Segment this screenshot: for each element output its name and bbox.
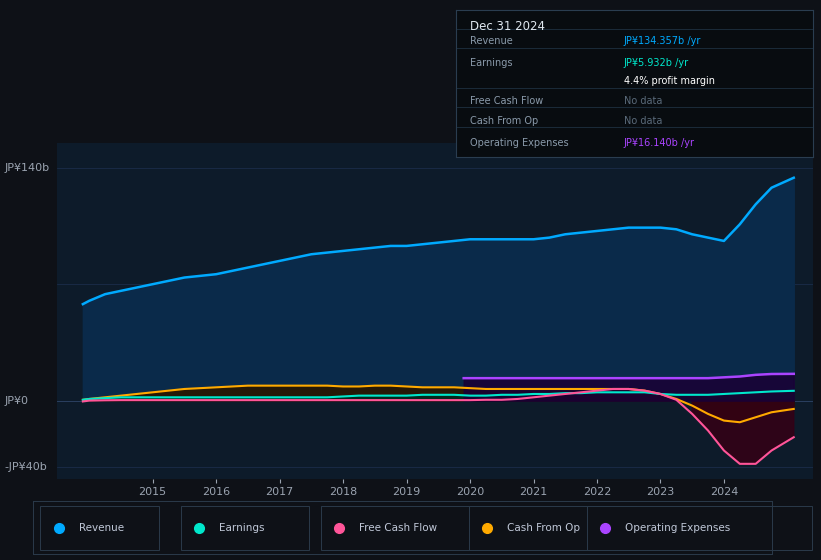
Text: No data: No data (623, 115, 662, 125)
FancyBboxPatch shape (181, 506, 310, 550)
Text: Dec 31 2024: Dec 31 2024 (470, 20, 545, 33)
Text: Operating Expenses: Operating Expenses (470, 138, 569, 148)
FancyBboxPatch shape (321, 506, 507, 550)
FancyBboxPatch shape (469, 506, 635, 550)
Text: Cash From Op: Cash From Op (507, 523, 580, 533)
Text: Cash From Op: Cash From Op (470, 115, 539, 125)
Text: 4.4% profit margin: 4.4% profit margin (623, 76, 714, 86)
Text: JP¥16.140b /yr: JP¥16.140b /yr (623, 138, 695, 148)
Text: Revenue: Revenue (470, 36, 512, 46)
Text: Free Cash Flow: Free Cash Flow (470, 96, 544, 106)
Text: JP¥134.357b /yr: JP¥134.357b /yr (623, 36, 701, 46)
Text: Earnings: Earnings (470, 58, 512, 68)
Text: Revenue: Revenue (79, 523, 124, 533)
FancyBboxPatch shape (587, 506, 812, 550)
Text: Earnings: Earnings (219, 523, 264, 533)
Text: JP¥0: JP¥0 (4, 395, 28, 405)
Text: JP¥140b: JP¥140b (4, 163, 49, 172)
Text: Free Cash Flow: Free Cash Flow (360, 523, 438, 533)
FancyBboxPatch shape (40, 506, 159, 550)
Text: JP¥5.932b /yr: JP¥5.932b /yr (623, 58, 689, 68)
Text: No data: No data (623, 96, 662, 106)
Text: Operating Expenses: Operating Expenses (626, 523, 731, 533)
Text: -JP¥40b: -JP¥40b (4, 462, 47, 472)
